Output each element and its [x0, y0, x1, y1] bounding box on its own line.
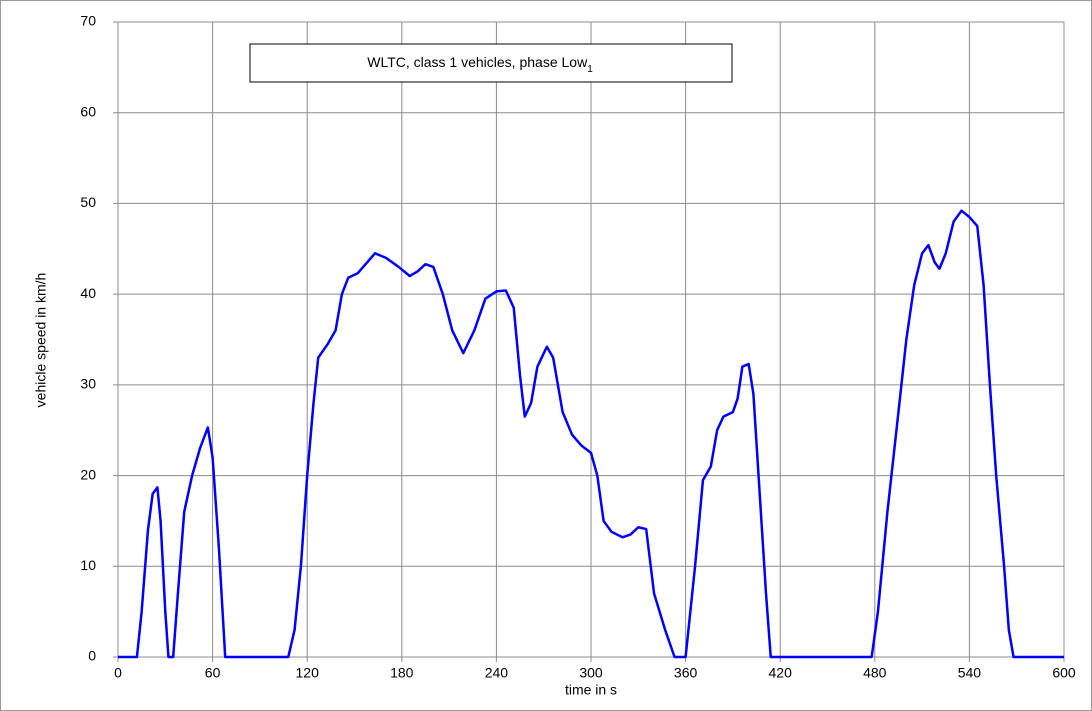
x-tick-label: 240 [485, 665, 509, 681]
y-tick-label: 0 [88, 648, 96, 664]
x-tick-label: 480 [863, 665, 887, 681]
y-tick-label: 60 [80, 103, 96, 119]
x-tick-label: 360 [674, 665, 698, 681]
title-box [249, 43, 733, 83]
x-tick-label: 600 [1052, 665, 1076, 681]
x-tick-label: 0 [114, 665, 122, 681]
chart-title: WLTC, class 1 vehicles, phase Low1 [367, 54, 593, 75]
x-axis-label: time in s [565, 682, 617, 698]
y-tick-label: 20 [80, 466, 96, 482]
y-tick-label: 10 [80, 557, 96, 573]
y-axis-label: vehicle speed in km/h [33, 273, 49, 408]
y-tick-label: 30 [80, 376, 96, 392]
x-tick-label: 60 [205, 665, 221, 681]
x-tick-label: 180 [390, 665, 414, 681]
x-tick-label: 540 [958, 665, 982, 681]
title-subscript: 1 [587, 64, 593, 75]
x-tick-label: 420 [769, 665, 793, 681]
y-tick-label: 70 [80, 13, 96, 29]
x-tick-label: 300 [579, 665, 603, 681]
x-tick-label: 120 [296, 665, 320, 681]
y-tick-label: 50 [80, 194, 96, 210]
y-tick-label: 40 [80, 285, 96, 301]
data-line [118, 209, 1064, 659]
title-main: WLTC, class 1 vehicles, phase Low [367, 54, 588, 70]
